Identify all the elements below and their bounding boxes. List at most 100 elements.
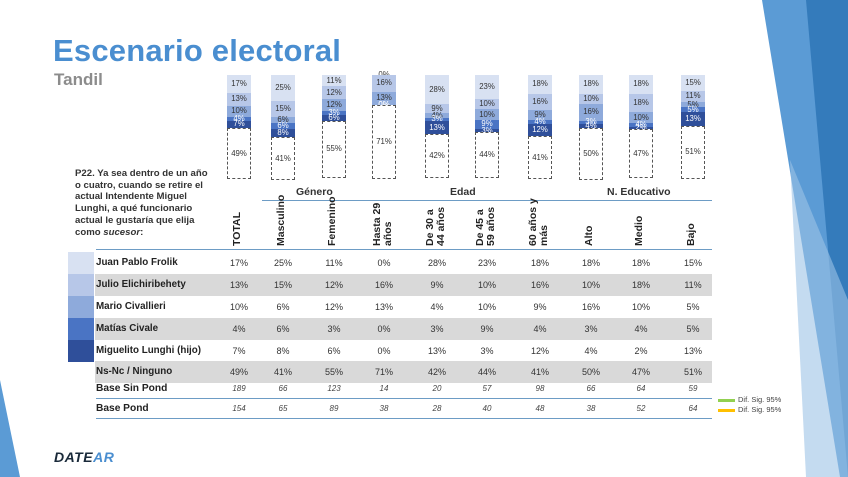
table-cell: 5%: [686, 302, 700, 312]
legend-swatch-yellow: [718, 409, 735, 412]
table-cell: 41%: [273, 367, 292, 377]
row-label: Julio Elichiribehety: [96, 279, 186, 290]
legend-swatch: [68, 252, 94, 274]
base-cell: 64: [688, 404, 698, 413]
logo-accent: AR: [93, 449, 115, 465]
bar-value-label: 6%: [277, 114, 289, 124]
bar-segment: [579, 120, 603, 124]
table-cell: 49%: [229, 367, 248, 377]
bar-value-label: 12%: [532, 125, 548, 135]
bar-segment: [425, 120, 449, 135]
base-cell: 98: [535, 384, 545, 393]
group-educativo: N. Educativo: [607, 186, 671, 198]
bar-value-label: 4%: [585, 120, 597, 130]
bar-segment: [227, 120, 251, 129]
bar-segment: [322, 111, 346, 115]
table-row-bg: [95, 274, 712, 296]
table-cell: 6%: [276, 302, 290, 312]
bar-value-label: 10%: [231, 106, 247, 116]
bar-segment: [475, 109, 499, 120]
bar-value-label: 49%: [231, 148, 247, 158]
legend-swatch: [68, 318, 94, 340]
bar-value-label: 6%: [277, 120, 289, 130]
table-cell: 13%: [374, 302, 393, 312]
bar-value-label: 41%: [532, 152, 548, 162]
bar-segment: [475, 98, 499, 110]
bar-segment: [227, 92, 251, 107]
table-row-bg: [95, 361, 712, 383]
table-cell: 23%: [477, 258, 496, 268]
bar-value-label: 2%: [635, 123, 647, 133]
bar-value-label: 16%: [583, 107, 599, 117]
bar-value-label: 12%: [326, 87, 342, 97]
bar-value-label: 51%: [685, 147, 701, 157]
bar-value-label: 18%: [583, 79, 599, 89]
table-cell: 16%: [581, 302, 600, 312]
legend-swatch: [68, 296, 94, 318]
question-text: P22. Ya sea dentro de un año o cuatro, c…: [75, 168, 215, 238]
table-cell: 11%: [325, 258, 343, 268]
bar-segment: [271, 137, 295, 181]
table-cell: 10%: [631, 302, 650, 312]
legend-label-green: Dif. Sig. 95%: [738, 395, 782, 404]
table-cell: 7%: [232, 346, 246, 356]
table-cell: 18%: [530, 258, 549, 268]
base-cell: 89: [329, 404, 339, 413]
bar-value-label: 16%: [532, 97, 548, 107]
base-cell: 20: [432, 384, 442, 393]
bar-segment: [681, 102, 705, 108]
bar-value-label: 44%: [479, 150, 495, 160]
bar-segment: [372, 75, 396, 92]
bar-value-label: 13%: [376, 93, 392, 103]
bar-value-label: 3%: [328, 107, 340, 117]
bar-value-label: 41%: [275, 153, 291, 163]
table-cell: 41%: [530, 367, 549, 377]
bar-value-label: 10%: [583, 93, 599, 103]
base-cell: 38: [586, 404, 596, 413]
bar-value-label: 9%: [481, 119, 493, 129]
bar-segment: [528, 136, 552, 179]
table-cell: 47%: [631, 367, 650, 377]
bar-value-label: 18%: [633, 98, 649, 108]
base-cell: 154: [232, 404, 246, 413]
table-cell: 44%: [477, 367, 496, 377]
bar-segment: [579, 104, 603, 121]
bar-value-label: 0%: [372, 101, 396, 109]
table-cell: 18%: [581, 258, 600, 268]
bar-value-label: 9%: [534, 110, 546, 120]
bar-value-label: 13%: [429, 122, 445, 132]
bar-segment: [629, 122, 653, 127]
table-cell: 28%: [427, 258, 446, 268]
table-cell: 11%: [684, 280, 702, 290]
base-cell: 52: [636, 404, 646, 413]
table-cell: 3%: [584, 324, 598, 334]
table-cell: 10%: [581, 280, 600, 290]
bar-value-label: 0%: [372, 101, 396, 109]
group-genero: Género: [296, 186, 333, 198]
table-cell: 12%: [530, 346, 549, 356]
bar-5: 23% 10% 10% 9% 3% 44%: [475, 75, 499, 179]
row-label: Miguelito Lunghi (hijo): [96, 345, 202, 356]
column-header: Medio: [632, 186, 646, 246]
column-header-label: Hasta 29 años: [371, 202, 394, 246]
table-cell: 6%: [276, 324, 290, 334]
bar-4: 28% 9% 4% 3% 13% 42%: [425, 75, 449, 179]
column-header: Masculino: [274, 186, 288, 246]
page-subtitle: Tandil: [54, 70, 103, 89]
base-cell: 66: [586, 384, 596, 393]
bar-value-label: 11%: [326, 75, 342, 85]
table-cell: 42%: [427, 367, 446, 377]
bar-3: 0%16%13%0%0%71%: [372, 71, 396, 179]
bar-segment: [227, 128, 251, 179]
column-header: Bajo: [684, 186, 698, 246]
group-edad: Edad: [450, 186, 476, 198]
bar-value-label: 25%: [275, 83, 291, 92]
bar-segment: [372, 91, 396, 106]
bar-value-label: 0%: [372, 71, 396, 79]
stacked-bar-chart: 17% 13% 10% 4% 7% 49% 25% 15% 6% 6% 8% 41% 11% 12% 12%…: [0, 0, 848, 181]
bar-7: 18% 10% 16% 3% 4% 50%: [579, 75, 603, 181]
bar-value-label: 23%: [479, 81, 495, 91]
page-title: Escenario electoral: [53, 33, 342, 68]
base-cell: 48: [535, 404, 545, 413]
table-cell: 4%: [634, 324, 648, 334]
